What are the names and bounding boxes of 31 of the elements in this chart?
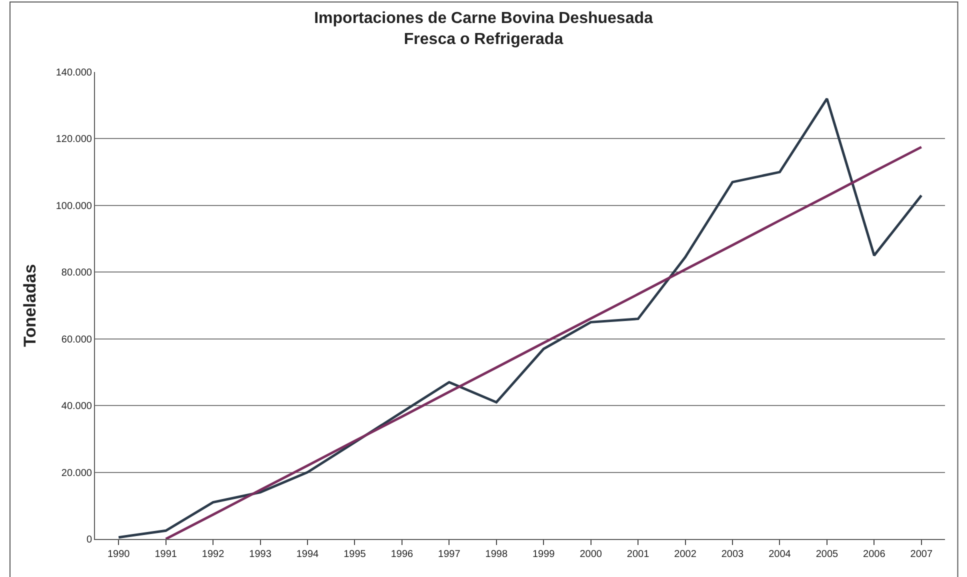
x-tick-label: 2001 (626, 549, 650, 560)
chart-subtitle: Fresca o Refrigerada (404, 30, 564, 48)
x-tick-label: 2003 (721, 549, 744, 560)
x-tick-label: 2005 (816, 549, 838, 560)
y-tick-label: 20.000 (61, 468, 92, 479)
x-tick-label: 2004 (768, 549, 792, 560)
x-tick-label: 1990 (107, 549, 130, 560)
y-axis-title: Toneladas (20, 264, 40, 347)
x-tick-label: 1995 (344, 549, 366, 560)
line-series (117, 97, 923, 539)
x-tick-label: 1997 (438, 549, 461, 560)
x-tick-label: 1998 (485, 549, 508, 560)
x-tick-label: 2006 (863, 549, 886, 560)
y-tick-label: 0 (86, 534, 92, 546)
x-tick-label: 1996 (390, 549, 414, 560)
x-tick-label: 2000 (580, 549, 602, 560)
y-tick-label: 140.000 (56, 68, 92, 78)
y-tick-label: 100.000 (56, 200, 92, 212)
x-tick-label: 1994 (296, 549, 320, 560)
x-tick-label: 2002 (674, 549, 697, 560)
x-tick-label: 2007 (910, 549, 933, 560)
y-tick-label: 60.000 (61, 334, 92, 346)
x-tick-label: 1993 (249, 549, 272, 560)
line-series (164, 146, 923, 539)
x-tick-label: 1991 (154, 549, 178, 560)
y-tick-label: 40.000 (61, 401, 92, 412)
x-tick-label: 1999 (532, 549, 556, 560)
y-tick-label: 120.000 (56, 134, 92, 146)
x-tick-label: 1992 (202, 549, 225, 560)
chart-title: Importaciones de Carne Bovina Deshuesada (314, 10, 653, 28)
y-tick-label: 80.000 (61, 268, 92, 279)
